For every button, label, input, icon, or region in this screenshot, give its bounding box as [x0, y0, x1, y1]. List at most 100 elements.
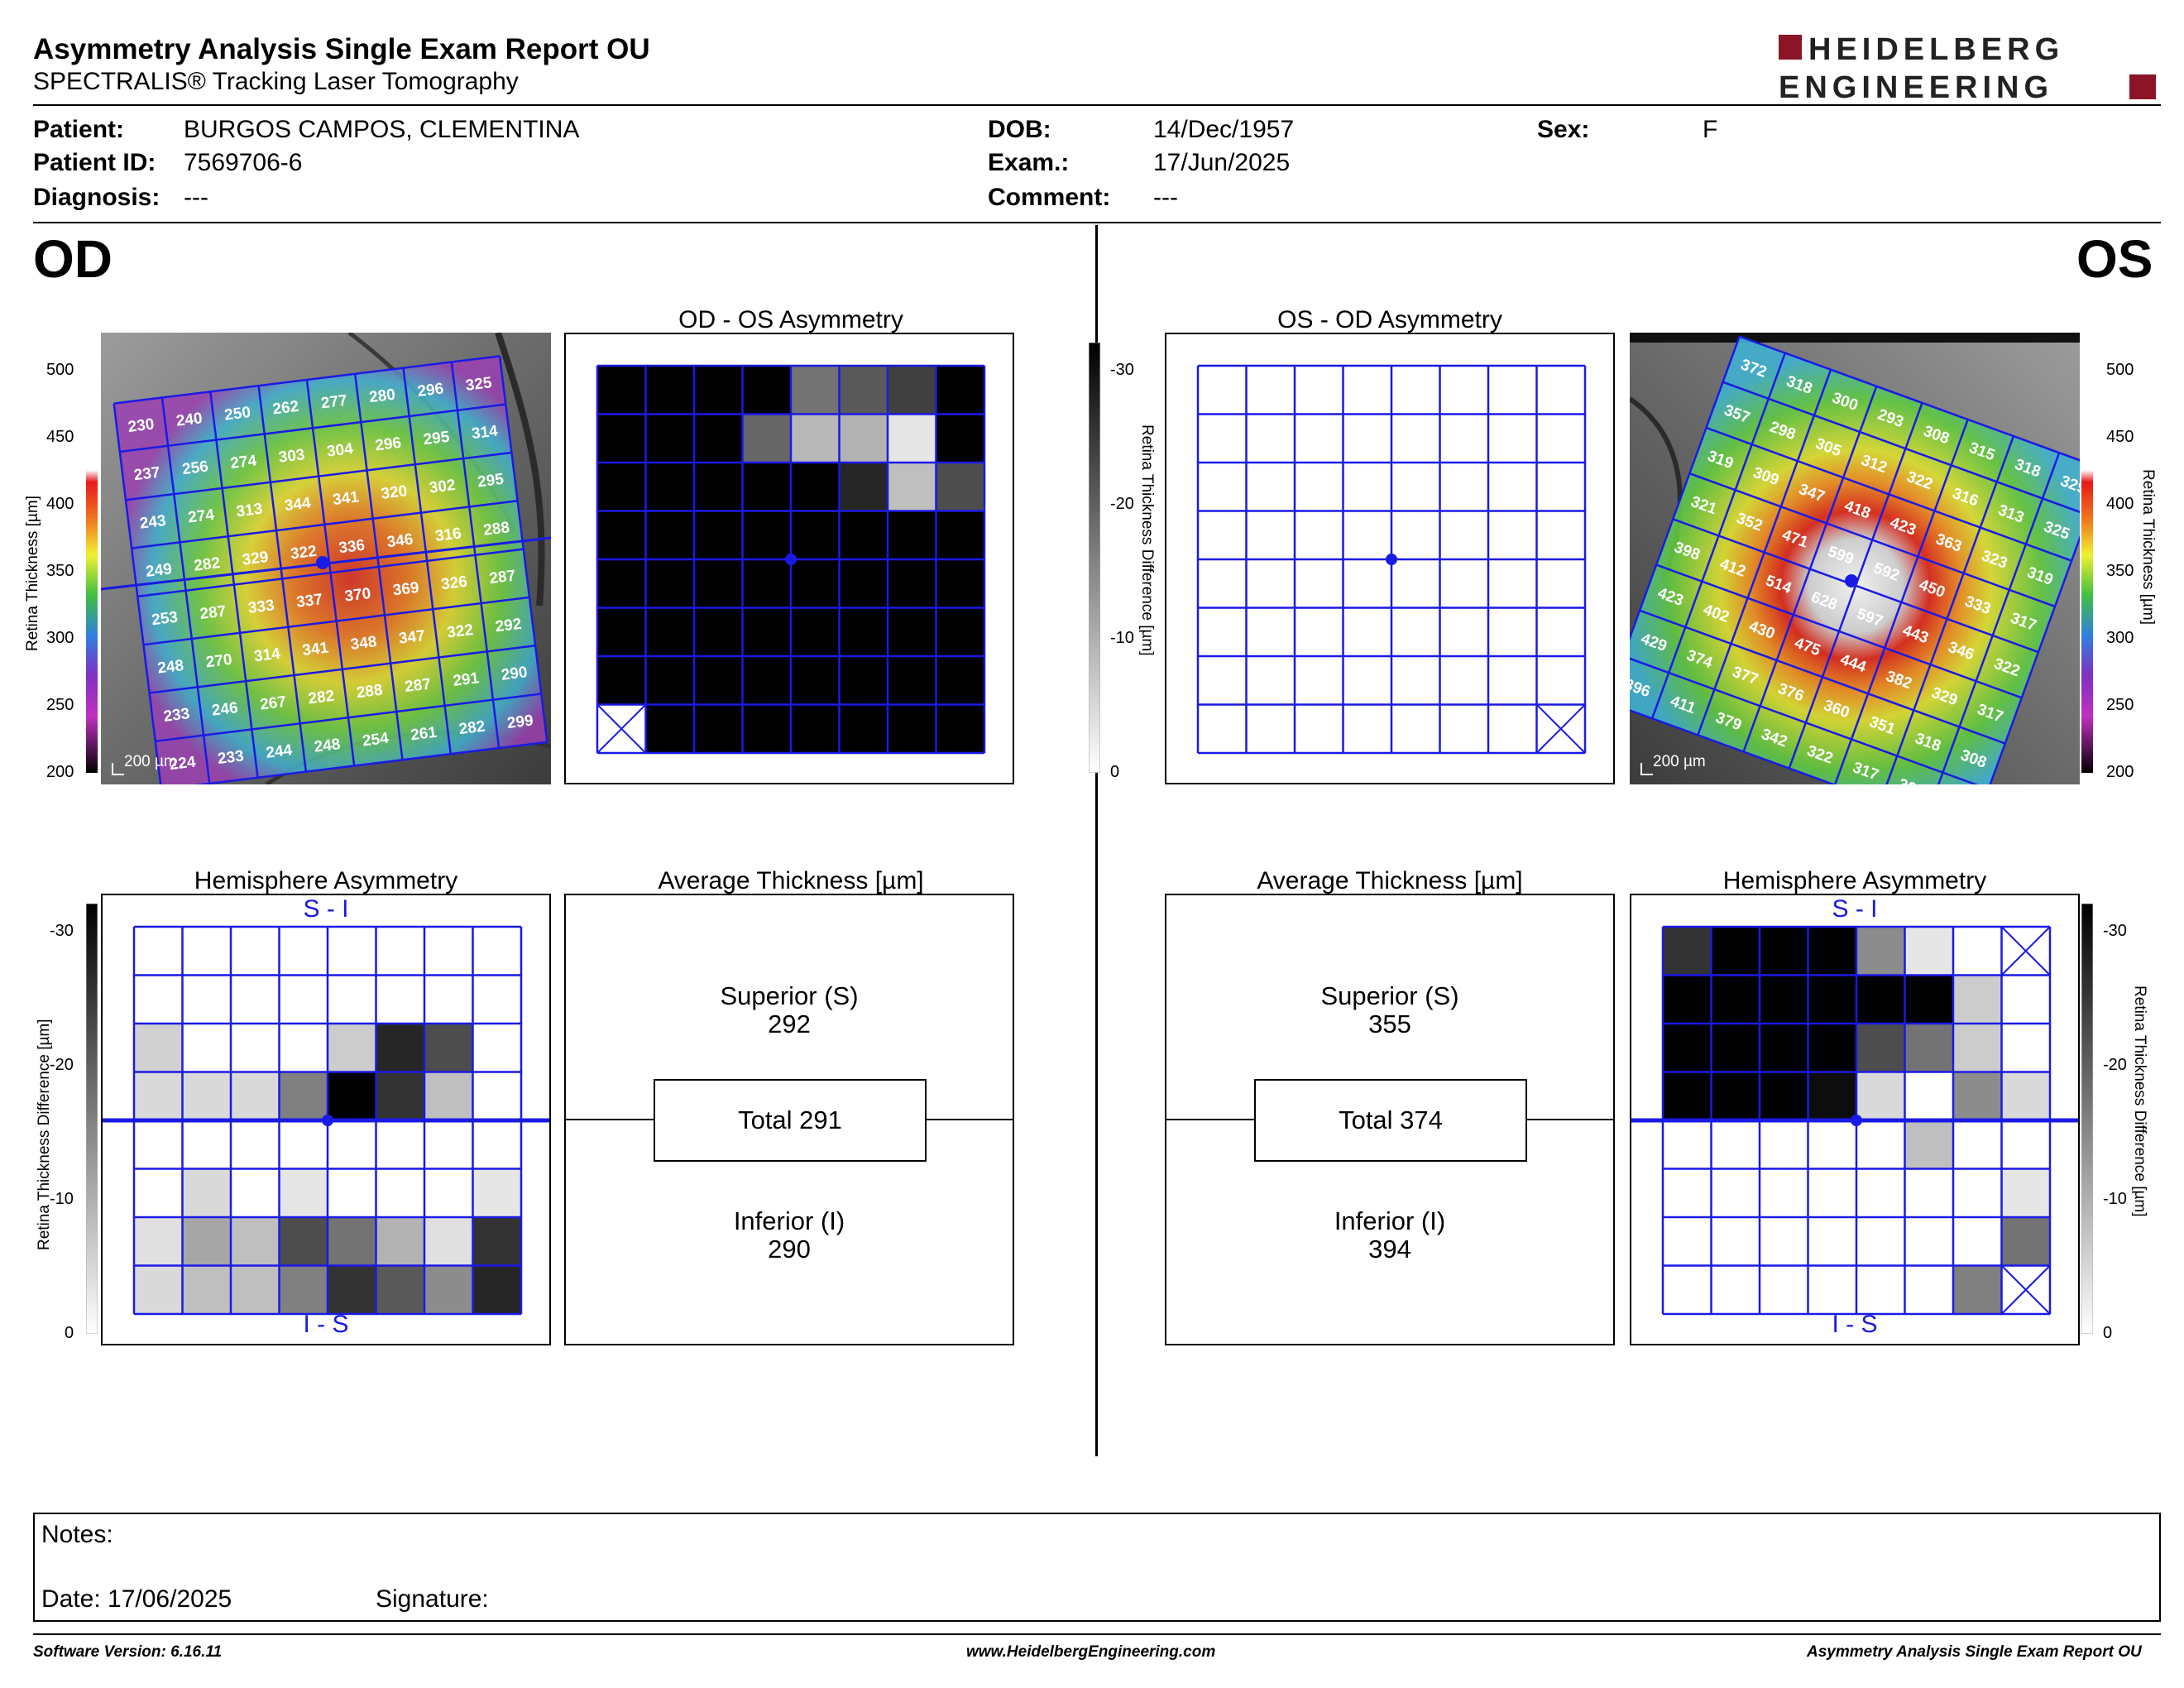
grid-cell	[472, 1024, 521, 1072]
grid-cell	[1904, 1217, 1953, 1266]
thickness-value: 282	[458, 718, 486, 739]
thickness-value: 243	[139, 512, 167, 533]
grid-cell	[1663, 975, 1712, 1024]
grid-cell	[1488, 559, 1537, 608]
grid-cell	[279, 975, 328, 1024]
grid-cell	[182, 1217, 231, 1266]
grid-cell	[888, 414, 936, 463]
grid-cell	[742, 511, 791, 559]
grid-cell	[888, 559, 936, 608]
grid-cell	[1856, 975, 1905, 1024]
grid-cell	[1760, 1072, 1808, 1120]
sex-label: Sex:	[1537, 116, 1590, 143]
grid-cell	[791, 414, 840, 463]
heidelberg-logo: HEIDELBERG ENGINEERING	[1779, 32, 2156, 103]
report-title: Asymmetry Analysis Single Exam Report OU	[33, 33, 650, 65]
grid-cell	[279, 1072, 328, 1120]
grid-cell	[1856, 1120, 1905, 1169]
grid-cell	[1391, 559, 1440, 608]
grid-cell	[936, 559, 984, 608]
thickness-value: 347	[398, 627, 426, 648]
grid-cell	[694, 656, 743, 705]
grid-cell	[839, 559, 888, 608]
grid-cell	[1295, 704, 1343, 753]
grid-cell	[1904, 1072, 1953, 1120]
grid-cell	[1439, 463, 1488, 511]
thickness-value: 304	[1896, 775, 1927, 784]
thickness-value: 288	[356, 682, 384, 703]
grid-cell	[645, 656, 694, 705]
grid-cell	[1536, 559, 1585, 608]
grid-cell	[231, 1168, 280, 1217]
grid-cell	[1808, 1120, 1856, 1169]
grid-cell	[1904, 1120, 1953, 1169]
diff-axis-label-right: Retina Thickness Difference [µm]	[2131, 985, 2148, 1217]
thickness-value: 248	[156, 657, 184, 678]
grid-cell	[1536, 656, 1585, 705]
thickness-value: 295	[477, 471, 505, 492]
grid-cell	[1953, 975, 2002, 1024]
grid-cell	[839, 511, 888, 559]
fovea-marker	[322, 1115, 333, 1126]
patient-id: 7569706-6	[184, 149, 303, 176]
thickness-value: 292	[495, 616, 523, 636]
report-subtitle: SPECTRALIS® Tracking Laser Tomography	[33, 68, 519, 95]
grid-cell	[1953, 1168, 2002, 1217]
grid-cell	[839, 656, 888, 705]
grid-cell	[231, 1217, 280, 1266]
notes-box: Notes: Date: 17/06/2025 Signature:	[33, 1513, 2161, 1622]
grid-cell	[791, 704, 840, 753]
grid-cell	[1246, 511, 1295, 559]
grid-cell	[472, 975, 521, 1024]
grid-cell	[182, 975, 231, 1024]
grid-cell	[1536, 366, 1585, 415]
os-scale-bar: 200 µm	[1653, 753, 1706, 770]
notes-label: Notes:	[41, 1521, 113, 1548]
fovea-marker	[785, 554, 797, 565]
grid-cell	[1856, 927, 1905, 976]
grid-cell	[182, 1168, 231, 1217]
grid-cell	[1904, 927, 1953, 976]
grid-cell	[1536, 511, 1585, 559]
thickness-value: 302	[429, 477, 457, 497]
os-od-asymmetry-panel	[1165, 333, 1615, 784]
grid-cell	[1536, 463, 1585, 511]
grid-cell	[597, 607, 646, 656]
thickness-value: 370	[343, 585, 371, 606]
dob-label: DOB:	[988, 116, 1051, 143]
os-superior-label: Superior (S)	[1320, 981, 1459, 1010]
grid-cell	[888, 607, 936, 656]
diff-tick-center: -20	[1110, 495, 1134, 513]
grid-cell	[1953, 927, 2002, 976]
thickness-value: 291	[452, 669, 480, 690]
grid-cell	[328, 1217, 376, 1266]
thickness-value: 322	[290, 543, 318, 563]
grid-cell	[1856, 1168, 1905, 1217]
thickness-value: 249	[145, 560, 173, 581]
grid-cell	[1808, 1024, 1856, 1072]
grid-cell	[1760, 1217, 1808, 1266]
grid-cell	[645, 414, 694, 463]
os-thickness-tick: 200	[2106, 763, 2134, 781]
footer-url[interactable]: www.HeidelbergEngineering.com	[966, 1643, 1216, 1661]
comment-value: ---	[1153, 184, 1178, 211]
thickness-value: 277	[320, 392, 348, 413]
footer-report-name: Asymmetry Analysis Single Exam Report OU	[1807, 1643, 2142, 1661]
grid-cell	[1343, 414, 1391, 463]
grid-cell	[1439, 607, 1488, 656]
grid-cell	[376, 1168, 424, 1217]
grid-cell	[231, 1120, 280, 1169]
center-divider	[1095, 225, 1098, 1456]
thickness-value: 256	[181, 458, 209, 478]
grid-cell	[424, 1120, 473, 1169]
grid-cell	[472, 927, 521, 976]
thickness-value: 313	[235, 501, 263, 521]
thickness-value: 314	[471, 422, 499, 443]
od-os-asymmetry-title: OD - OS Asymmetry	[678, 306, 903, 333]
grid-cell	[1663, 1217, 1712, 1266]
thickness-value: 240	[175, 410, 204, 430]
logo-line-2: ENGINEERING	[1779, 70, 2053, 103]
thickness-value: 322	[446, 621, 474, 642]
thickness-value: 346	[386, 530, 414, 551]
od-thickness-tick: 400	[46, 495, 74, 513]
